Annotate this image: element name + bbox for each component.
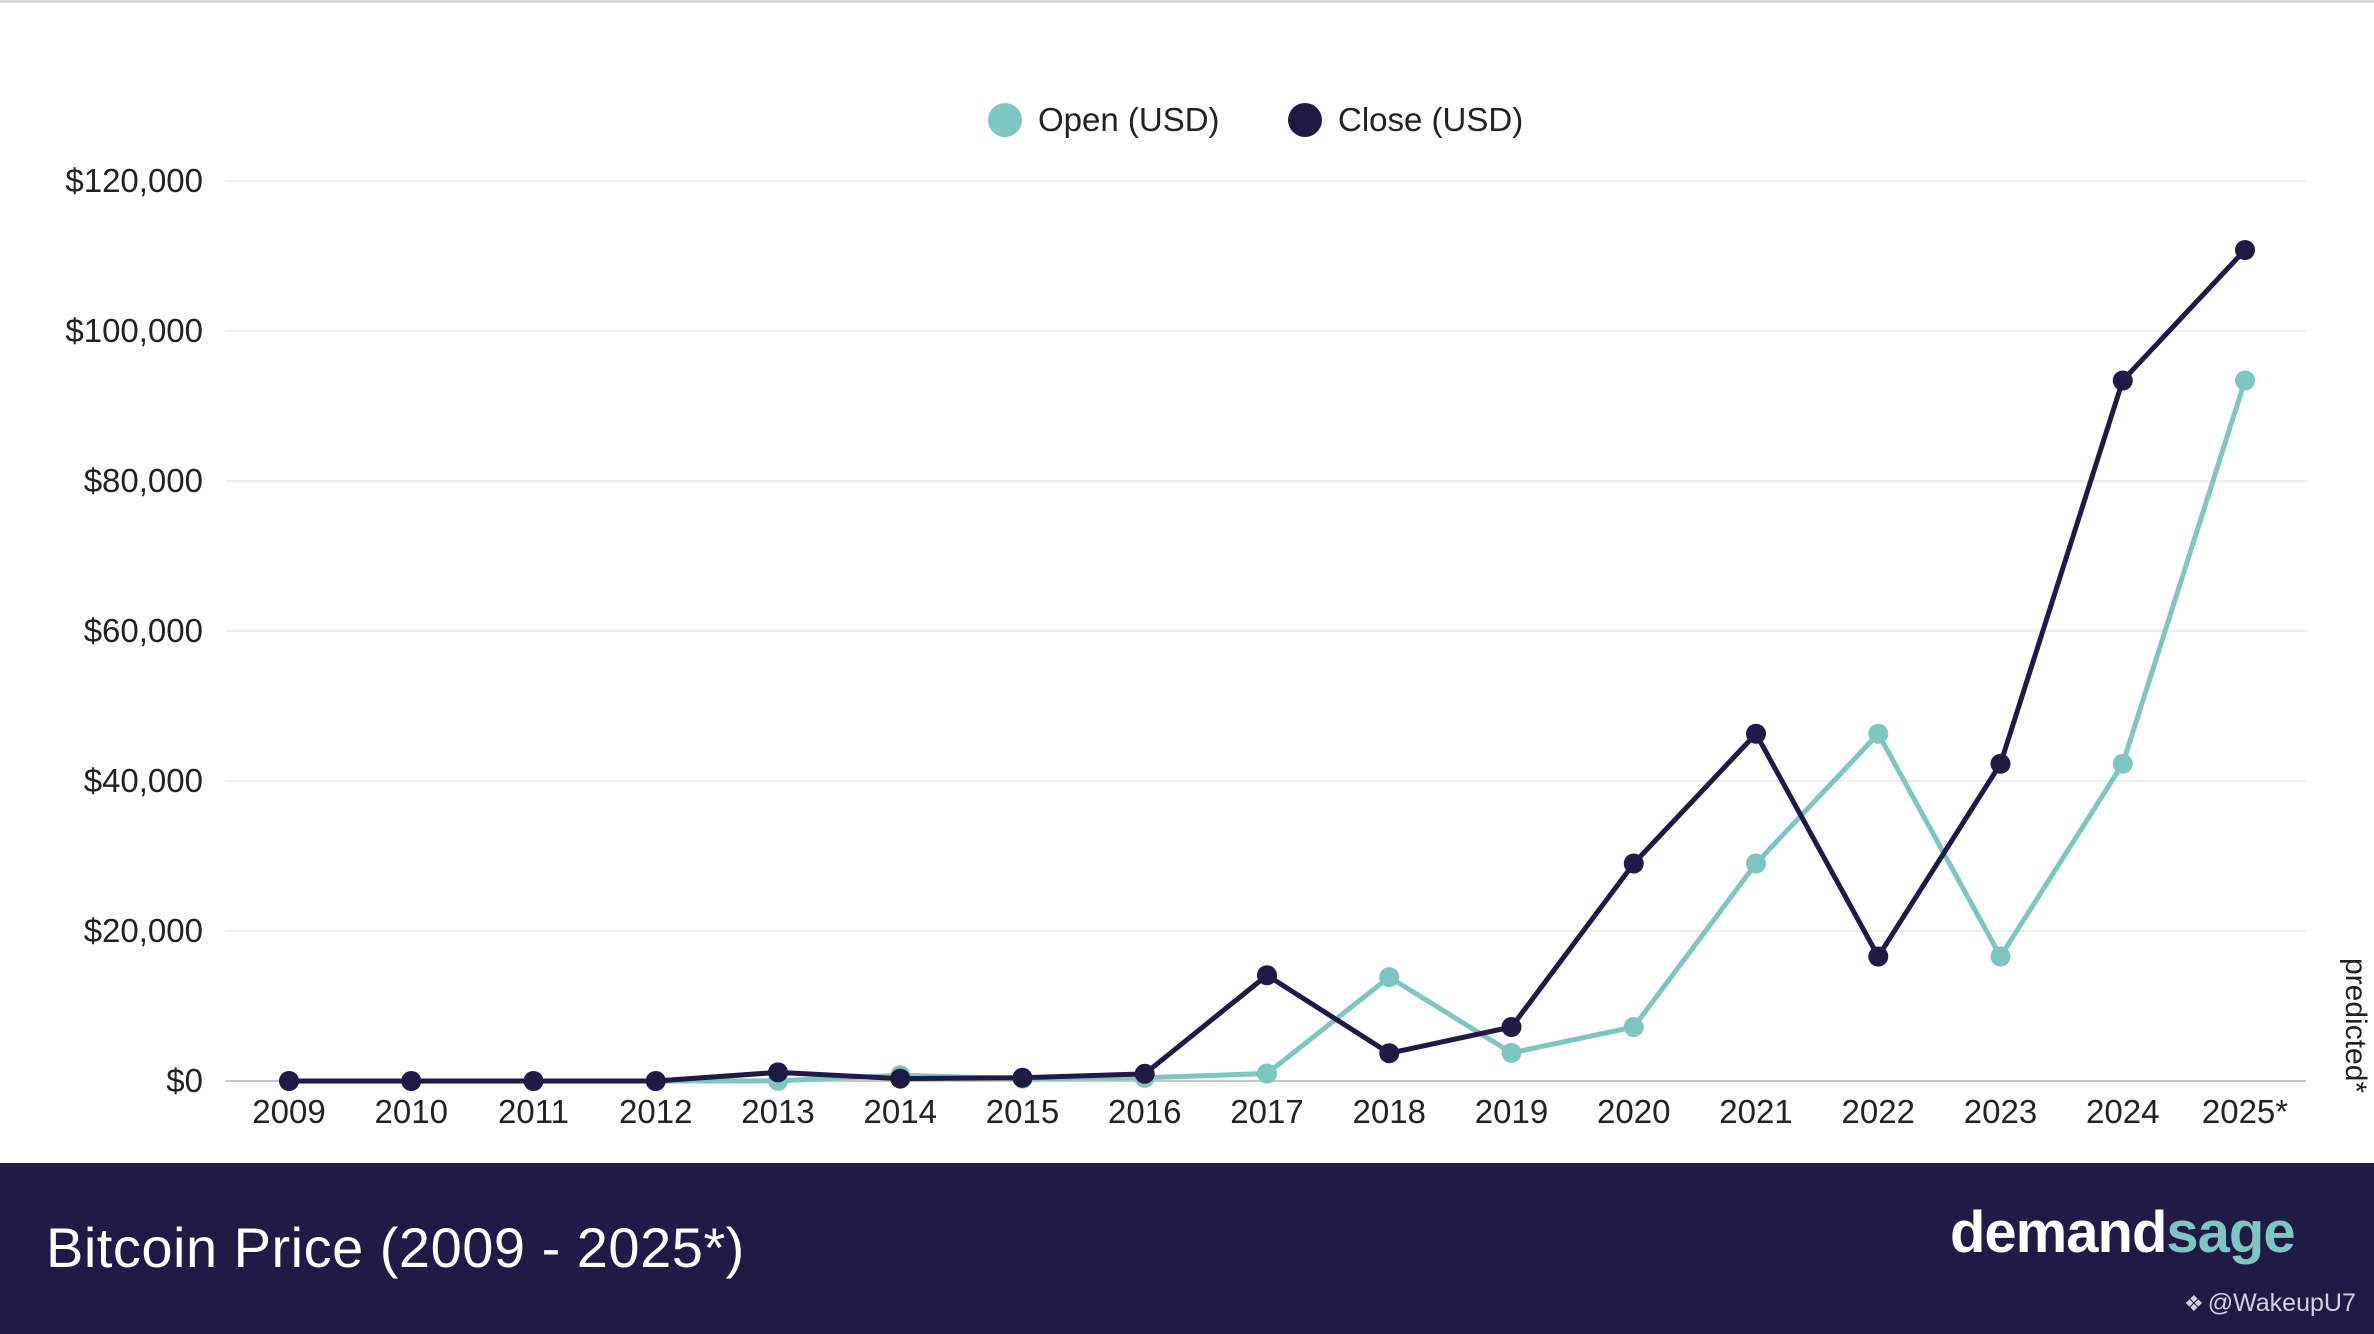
- legend-label: Close (USD): [1338, 101, 1523, 138]
- x-tick-label: 2021: [1719, 1093, 1792, 1130]
- binance-diamond-icon: ❖: [2184, 1291, 2204, 1316]
- x-tick-label: 2015: [986, 1093, 1059, 1130]
- y-tick-label: $120,000: [65, 162, 203, 199]
- data-point: [523, 1071, 544, 1091]
- data-point: [1501, 1017, 1522, 1037]
- chart-title: Bitcoin Price (2009 - 2025*): [46, 1216, 745, 1279]
- data-point: [1134, 1063, 1155, 1084]
- x-tick-label: 2016: [1108, 1093, 1181, 1130]
- data-point: [1868, 723, 1889, 744]
- x-tick-label: 2010: [375, 1093, 448, 1130]
- brand-logo: demandsage: [1950, 1199, 2296, 1266]
- y-tick-label: $0: [166, 1062, 203, 1099]
- watermark-handle: @WakeupU7: [2207, 1289, 2356, 1317]
- data-point: [890, 1068, 911, 1089]
- data-point: [768, 1062, 788, 1083]
- data-point: [1746, 853, 1766, 874]
- data-point: [1868, 946, 1889, 967]
- data-point: [1501, 1042, 1522, 1063]
- x-tick-label: 2024: [2086, 1093, 2159, 1130]
- legend-marker: [988, 103, 1022, 137]
- data-point: [1379, 1043, 1400, 1064]
- series-close: [279, 240, 2255, 1091]
- x-tick-label: 2011: [498, 1093, 569, 1130]
- data-point: [645, 1071, 666, 1091]
- legend-label: Open (USD): [1038, 101, 1220, 138]
- data-point: [1257, 1063, 1277, 1084]
- data-point: [1746, 723, 1766, 744]
- x-tick-label: 2025*: [2202, 1093, 2288, 1130]
- series-line: [286, 247, 2248, 1084]
- data-point: [1623, 1017, 1644, 1037]
- data-point: [1379, 967, 1400, 988]
- data-point: [1990, 946, 2011, 967]
- data-point: [2235, 370, 2255, 391]
- data-point: [2235, 240, 2255, 260]
- top-rule: [0, 0, 2374, 3]
- x-tick-label: 2020: [1597, 1093, 1670, 1130]
- x-tick-label: 2022: [1842, 1093, 1915, 1130]
- data-point: [2112, 370, 2133, 391]
- line-chart: $0 $20,000 $40,000 $60,000 $80,000 $100,000 $1…: [65, 101, 2372, 1130]
- x-axis-ticks: 2009 2010 2011 2012 2013 2014 2015 2016 2017 2018…: [252, 1093, 2288, 1130]
- y-tick-label: $100,000: [65, 312, 203, 349]
- x-tick-label: 2013: [741, 1093, 814, 1130]
- legend: Open (USD) Close (USD): [988, 101, 1523, 138]
- x-tick-label: 2014: [864, 1093, 937, 1130]
- series-layer: [279, 240, 2255, 1091]
- watermark: ❖ @WakeupU7: [2184, 1289, 2356, 1318]
- x-tick-label: 2019: [1475, 1093, 1548, 1130]
- x-tick-label: 2023: [1964, 1093, 2037, 1130]
- data-point: [1012, 1067, 1033, 1088]
- y-tick-label: $20,000: [84, 912, 203, 949]
- data-point: [279, 1071, 299, 1091]
- data-point: [401, 1071, 422, 1091]
- brand-logo-part1: demand: [1950, 1200, 2167, 1265]
- predicted-note: predicted*: [2339, 958, 2372, 1093]
- footer-bar: Bitcoin Price (2009 - 2025*) demandsage …: [0, 1163, 2374, 1334]
- data-point: [2112, 753, 2133, 774]
- x-tick-label: 2017: [1230, 1093, 1303, 1130]
- y-tick-label: $40,000: [84, 762, 203, 799]
- brand-logo-part2: sage: [2166, 1200, 2295, 1265]
- x-tick-label: 2009: [252, 1093, 325, 1130]
- data-point: [1990, 753, 2011, 774]
- x-tick-label: 2018: [1353, 1093, 1426, 1130]
- y-tick-label: $80,000: [84, 462, 203, 499]
- x-tick-label: 2012: [619, 1093, 692, 1130]
- data-point: [1623, 853, 1644, 874]
- legend-marker: [1288, 103, 1322, 137]
- data-point: [1257, 965, 1277, 986]
- y-tick-label: $60,000: [84, 612, 203, 649]
- y-axis-ticks: $0 $20,000 $40,000 $60,000 $80,000 $100,000 $1…: [65, 162, 203, 1099]
